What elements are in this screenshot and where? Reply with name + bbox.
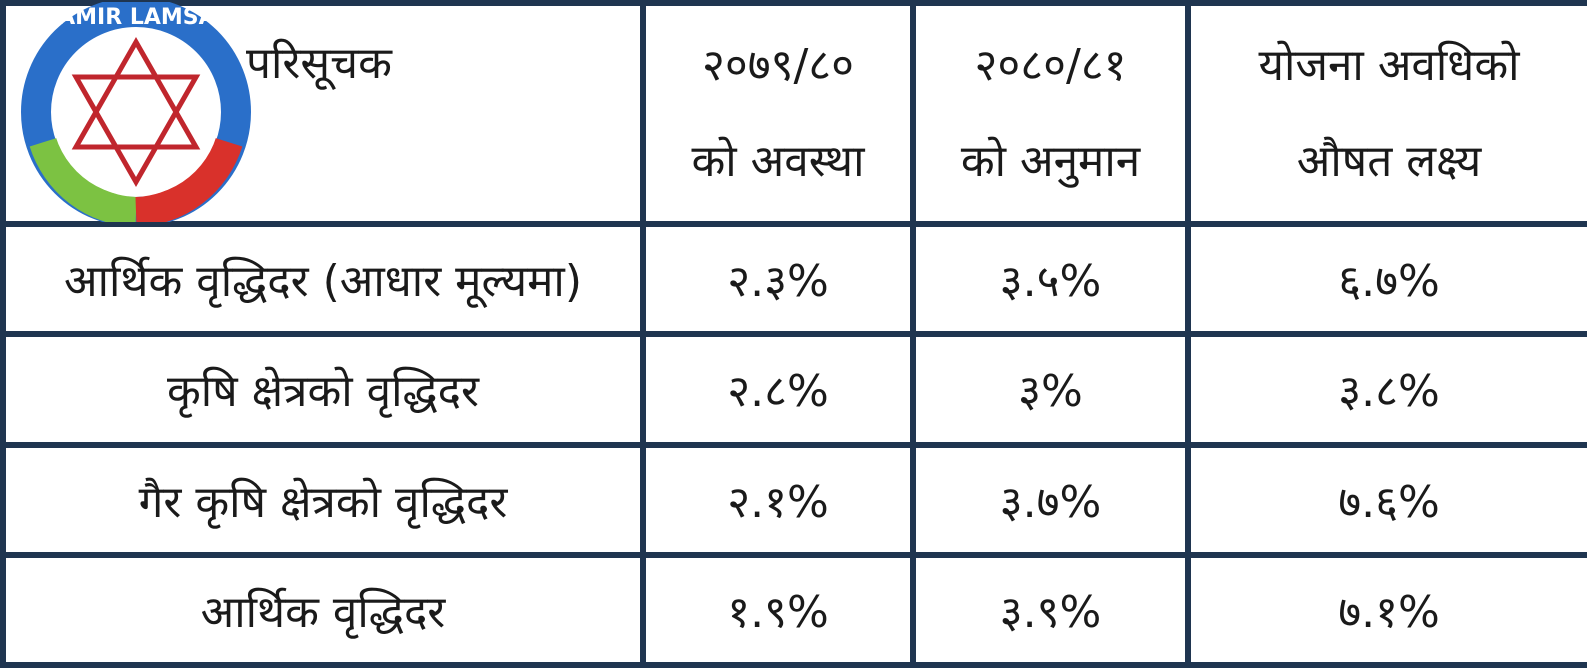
table-row: आर्थिक वृद्धिदर (आधार मूल्यमा) २.३% ३.५% ६.… bbox=[0, 220, 1587, 338]
table-cell: आर्थिक वृद्धिदर (आधार मूल्यमा) bbox=[0, 220, 646, 338]
logo-inner bbox=[52, 28, 220, 196]
header-cell: २०८०/८१ को अनुमान bbox=[910, 0, 1191, 227]
table-row: कृषि क्षेत्रको वृद्धिदर २.८% ३% ३.८% bbox=[0, 331, 1587, 448]
header-text: परिसूचक bbox=[246, 38, 392, 89]
table-cell: २.८% bbox=[640, 331, 916, 448]
table-cell: ३.९% bbox=[910, 551, 1191, 669]
table-cell: गैर कृषि क्षेत्रको वृद्धिदर bbox=[0, 441, 646, 558]
table-cell: ३.५% bbox=[910, 220, 1191, 338]
header-text: योजना अवधिको bbox=[1258, 39, 1520, 91]
logo-ring-green bbox=[29, 137, 138, 222]
table-cell: २.३% bbox=[640, 220, 916, 338]
table-cell: ३.७% bbox=[910, 441, 1191, 558]
header-text: औषत लक्ष्य bbox=[1296, 135, 1482, 187]
table-row: गैर कृषि क्षेत्रको वृद्धिदर २.१% ३.७% ७.६% bbox=[0, 441, 1587, 558]
header-cell: २०७९/८० को अवस्था bbox=[640, 0, 916, 227]
header-text: को अनुमान bbox=[960, 135, 1141, 187]
logo-text: SAMIR LAMSAL bbox=[42, 5, 229, 30]
table-row: आर्थिक वृद्धिदर १.९% ३.९% ७.१% bbox=[0, 551, 1587, 669]
table-cell: १.९% bbox=[640, 551, 916, 669]
table-cell: आर्थिक वृद्धिदर bbox=[0, 551, 646, 669]
table-cell: ७.१% bbox=[1185, 551, 1587, 669]
table-cell: कृषि क्षेत्रको वृद्धिदर bbox=[0, 331, 646, 448]
table-cell: ३% bbox=[910, 331, 1191, 448]
header-text: को अवस्था bbox=[691, 135, 865, 187]
header-cell: योजना अवधिको औषत लक्ष्य bbox=[1185, 0, 1587, 227]
table-cell: २.१% bbox=[640, 441, 916, 558]
logo: SAMIR LAMSAL bbox=[21, 2, 251, 222]
logo-star bbox=[71, 74, 201, 188]
table-cell: ३.८% bbox=[1185, 331, 1587, 448]
logo-ring-red bbox=[134, 137, 243, 222]
table-cell: ७.६% bbox=[1185, 441, 1587, 558]
logo-star bbox=[71, 36, 201, 150]
header-text: २०७९/८० bbox=[701, 39, 855, 91]
table-cell: ६.७% bbox=[1185, 220, 1587, 338]
header-text: २०८०/८१ bbox=[974, 39, 1127, 91]
